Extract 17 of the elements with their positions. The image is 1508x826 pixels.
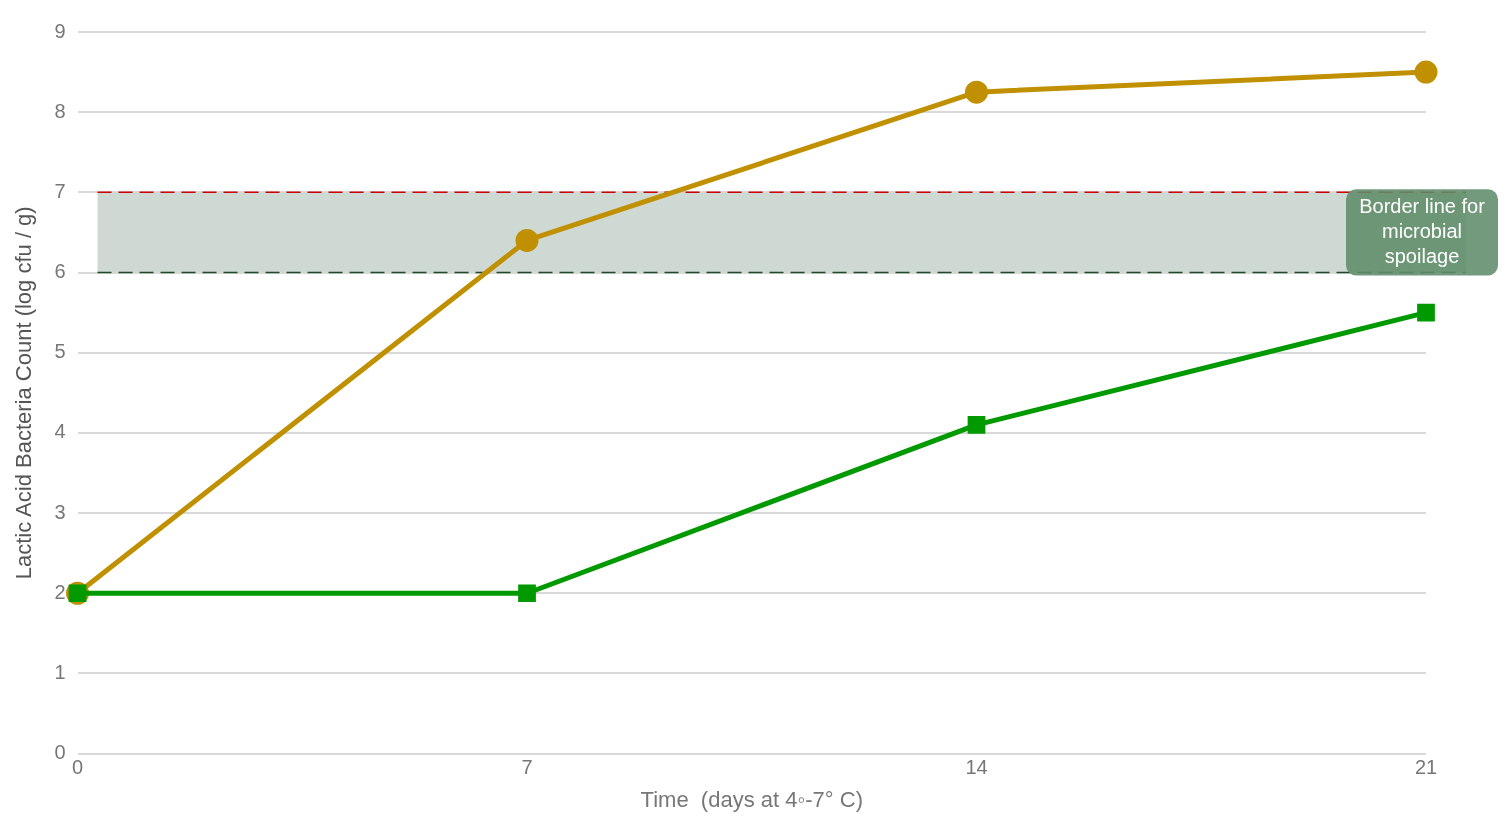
x-tick-label: 21 bbox=[1414, 756, 1438, 779]
y-tick-label: 4 bbox=[54, 420, 66, 443]
y-tick-label: 1 bbox=[54, 660, 66, 683]
y-tick-label: 8 bbox=[54, 99, 66, 122]
x-tick-label: 14 bbox=[965, 756, 988, 779]
band-label: Border line for microbial spoilage bbox=[1359, 194, 1486, 267]
y-tick-label: 9 bbox=[54, 19, 66, 42]
y-tick-label: 5 bbox=[54, 340, 66, 363]
y-tick-label: 2 bbox=[54, 580, 66, 603]
y-tick-label: 6 bbox=[54, 260, 66, 283]
y-tick-label: 0 bbox=[54, 741, 66, 764]
y-axis-title: Lactic Acid Bacteria Count (log cfu / g) bbox=[11, 206, 37, 580]
x-tick-label: 7 bbox=[521, 756, 533, 779]
y-tick-label: 7 bbox=[54, 179, 66, 202]
y-tick-label: 3 bbox=[54, 500, 66, 523]
x-axis-title: Time (days at 4◦-7° C) bbox=[640, 786, 863, 812]
x-tick-label: 0 bbox=[71, 756, 84, 779]
